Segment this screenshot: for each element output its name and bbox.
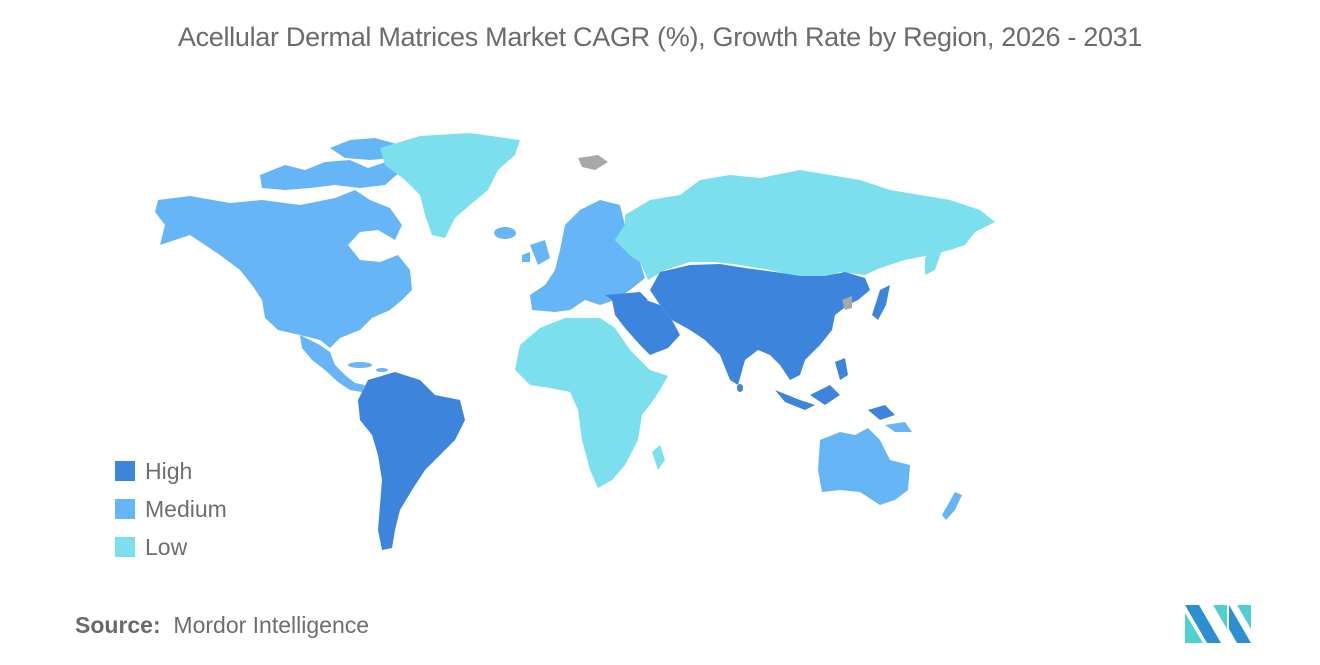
region-europe [522,200,645,312]
region-kamchatka [925,245,942,275]
legend-label-high: High [145,457,193,484]
source-label: Source: [75,612,161,638]
region-oceania [818,422,962,520]
region-south-america [358,372,465,550]
region-no-data-korea [842,296,852,310]
region-no-data-svalbard [578,155,608,170]
source-value: Mordor Intelligence [173,612,370,638]
legend-label-low: Low [145,533,188,560]
legend-item-low: Low [115,528,227,566]
legend-swatch-medium [115,499,135,519]
chart-title: Acellular Dermal Matrices Market CAGR (%… [177,22,1143,52]
region-greenland [380,133,520,238]
legend-swatch-high [115,461,135,481]
legend-item-medium: Medium [115,490,227,528]
legend-item-high: High [115,452,227,490]
legend: High Medium Low [115,452,227,566]
legend-swatch-low [115,537,135,557]
region-asia [605,264,895,420]
region-north-america [155,138,516,392]
legend-label-medium: Medium [145,495,227,522]
region-africa [515,318,668,488]
source-citation: Source: Mordor Intelligence [75,612,369,639]
mordor-logo-icon [1185,605,1251,643]
region-russia [615,170,995,280]
